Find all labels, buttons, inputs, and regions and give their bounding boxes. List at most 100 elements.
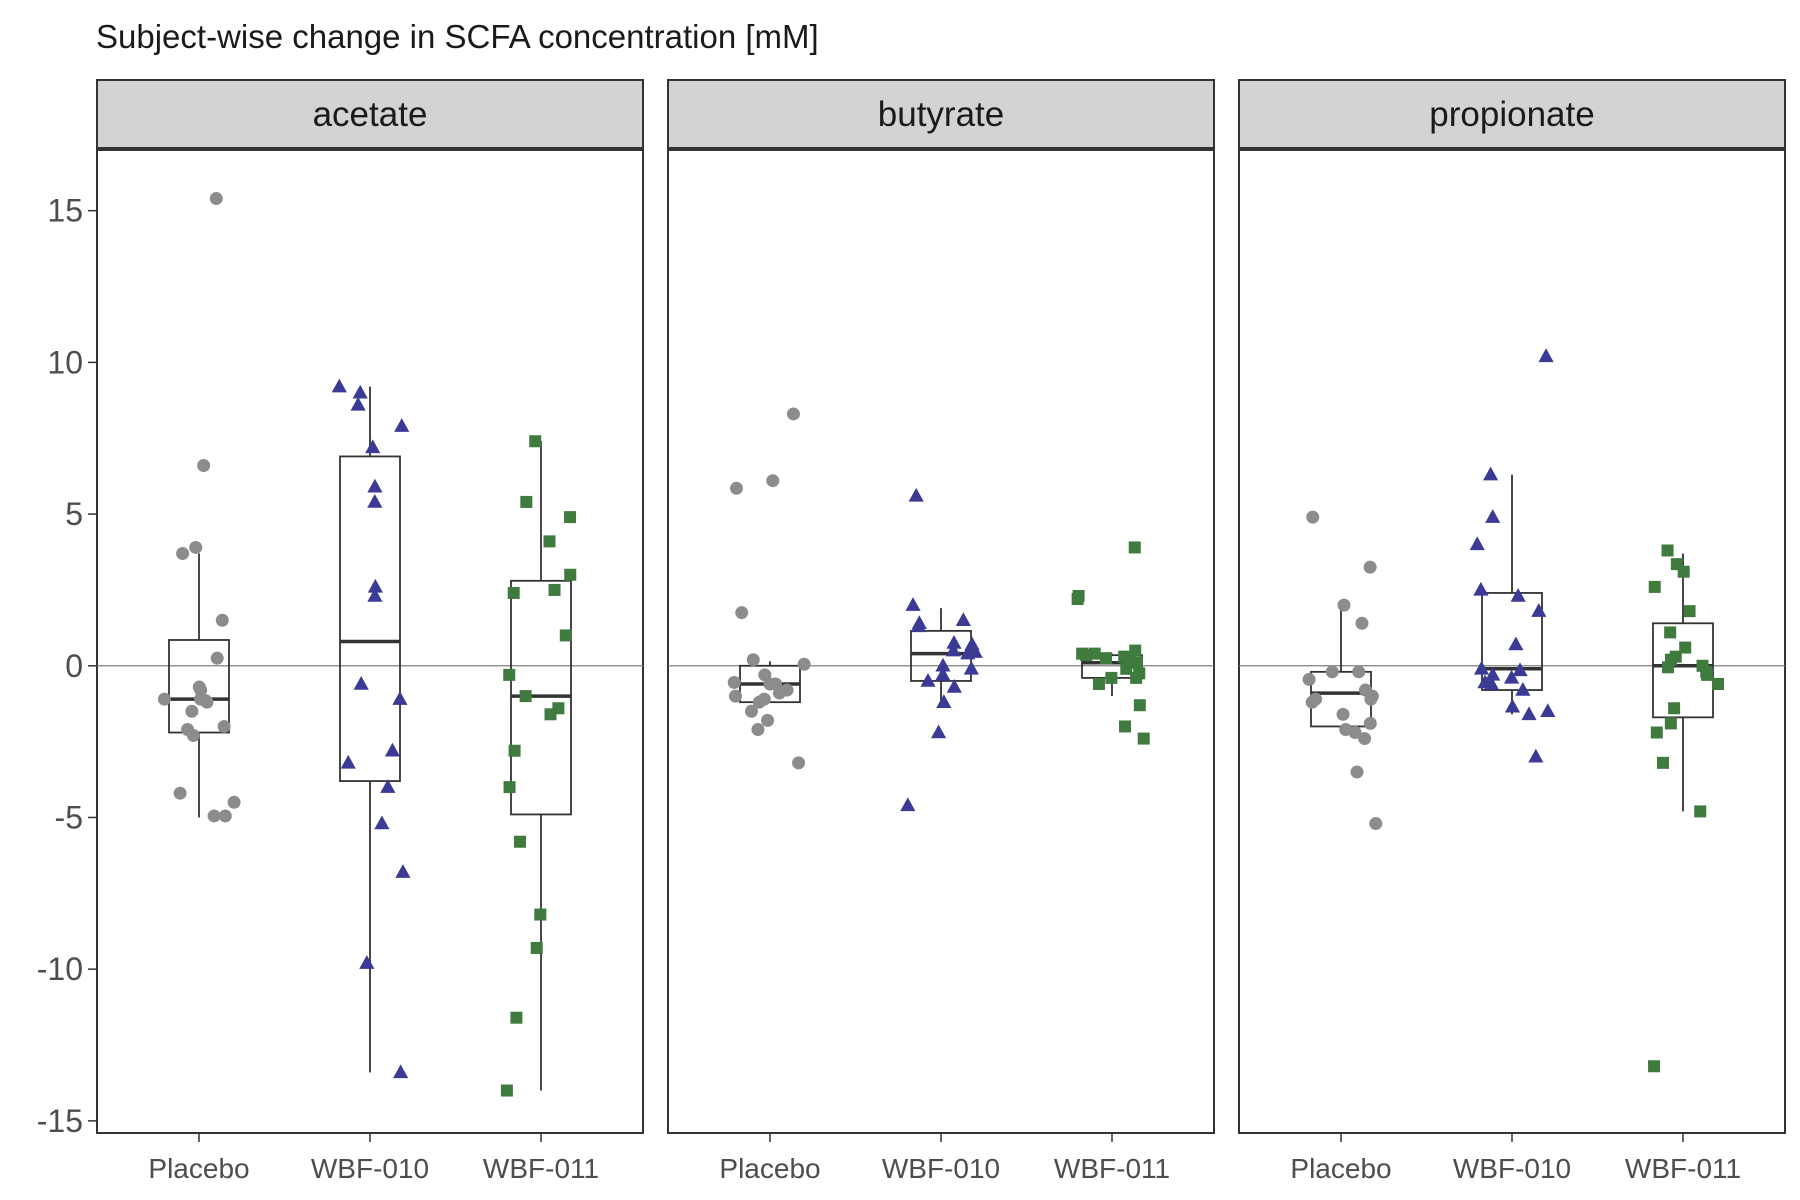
x-tick-label: Placebo bbox=[1290, 1153, 1391, 1184]
data-point bbox=[1325, 665, 1339, 679]
data-point bbox=[209, 192, 223, 206]
data-point bbox=[374, 815, 390, 830]
data-point bbox=[215, 613, 229, 627]
facet-strip-label: propionate bbox=[1429, 95, 1594, 134]
data-point bbox=[960, 645, 976, 660]
data-point bbox=[367, 587, 383, 602]
data-point bbox=[930, 724, 947, 739]
data-point bbox=[1662, 661, 1675, 674]
data-point bbox=[751, 722, 765, 736]
data-point bbox=[1336, 707, 1350, 721]
data-point bbox=[786, 407, 800, 421]
data-point bbox=[1521, 706, 1537, 721]
data-point bbox=[173, 786, 187, 800]
chart-title: Subject-wise change in SCFA concentratio… bbox=[96, 18, 819, 55]
data-point bbox=[176, 547, 190, 561]
data-point bbox=[340, 754, 356, 769]
data-point bbox=[955, 612, 971, 627]
x-tick-label: WBF-011 bbox=[1625, 1153, 1741, 1184]
data-point bbox=[946, 679, 962, 693]
data-point bbox=[530, 941, 543, 954]
facet-strip bbox=[1238, 79, 1786, 149]
data-point bbox=[1128, 541, 1141, 554]
data-point bbox=[1350, 765, 1364, 779]
data-point bbox=[1105, 671, 1118, 684]
data-point bbox=[1510, 587, 1526, 602]
data-point bbox=[331, 378, 347, 393]
data-point bbox=[392, 691, 408, 705]
data-point bbox=[946, 635, 962, 649]
y-tick-label: 10 bbox=[47, 344, 83, 380]
data-point bbox=[1302, 672, 1316, 686]
data-point bbox=[1508, 636, 1524, 651]
y-tick-label: 15 bbox=[47, 193, 83, 229]
data-point bbox=[900, 797, 916, 812]
data-point bbox=[797, 657, 811, 671]
data-point bbox=[508, 744, 521, 757]
data-point bbox=[1515, 682, 1531, 696]
data-point bbox=[1130, 671, 1143, 684]
data-point bbox=[394, 418, 410, 432]
data-point bbox=[761, 713, 775, 727]
data-point bbox=[367, 493, 383, 508]
data-point bbox=[564, 568, 577, 581]
data-point bbox=[1485, 509, 1501, 523]
data-point bbox=[1664, 717, 1677, 730]
panel-frame bbox=[1238, 149, 1786, 1134]
data-point bbox=[189, 540, 203, 554]
data-point bbox=[936, 694, 952, 708]
data-point bbox=[766, 474, 780, 488]
data-point bbox=[1137, 732, 1150, 745]
data-point bbox=[1305, 695, 1319, 709]
data-point bbox=[1348, 726, 1362, 740]
data-point bbox=[1469, 536, 1485, 551]
data-point bbox=[1133, 699, 1146, 712]
data-point bbox=[500, 1084, 513, 1097]
data-point bbox=[1120, 662, 1133, 675]
data-point bbox=[529, 435, 542, 448]
data-point bbox=[1364, 692, 1378, 706]
data-point bbox=[910, 618, 927, 633]
data-point bbox=[729, 481, 743, 495]
data-point bbox=[1528, 748, 1544, 763]
data-point bbox=[1483, 675, 1500, 690]
data-point bbox=[792, 756, 806, 770]
data-point bbox=[1531, 603, 1547, 617]
data-point bbox=[210, 651, 224, 665]
data-point bbox=[1668, 702, 1681, 715]
data-point bbox=[380, 779, 396, 793]
data-point bbox=[186, 729, 200, 743]
data-point bbox=[1358, 732, 1372, 746]
x-tick-label: Placebo bbox=[148, 1153, 249, 1184]
data-point bbox=[744, 704, 758, 718]
y-tick-label: -5 bbox=[55, 799, 83, 835]
data-point bbox=[513, 835, 526, 848]
data-point bbox=[157, 692, 171, 706]
x-tick-label: WBF-011 bbox=[1054, 1153, 1170, 1184]
data-point bbox=[544, 708, 557, 721]
data-point bbox=[367, 478, 383, 493]
data-point bbox=[920, 672, 936, 687]
data-point bbox=[1650, 726, 1663, 739]
y-tick-label: 0 bbox=[65, 648, 83, 684]
data-point bbox=[1363, 716, 1377, 730]
data-point bbox=[227, 795, 241, 809]
data-point bbox=[534, 908, 547, 921]
data-point bbox=[197, 459, 211, 473]
data-point bbox=[1656, 756, 1669, 769]
data-point bbox=[1363, 560, 1377, 574]
y-tick-label: -15 bbox=[37, 1103, 83, 1139]
data-point bbox=[384, 742, 401, 757]
data-point bbox=[752, 695, 766, 709]
data-point bbox=[735, 606, 749, 620]
data-point bbox=[1648, 1060, 1661, 1073]
data-point bbox=[935, 666, 951, 681]
data-point bbox=[1711, 677, 1724, 690]
data-point bbox=[207, 809, 221, 823]
data-point bbox=[503, 668, 516, 681]
data-point bbox=[395, 864, 411, 878]
data-point bbox=[1369, 817, 1383, 831]
data-point bbox=[548, 583, 561, 596]
data-point bbox=[1092, 677, 1105, 690]
